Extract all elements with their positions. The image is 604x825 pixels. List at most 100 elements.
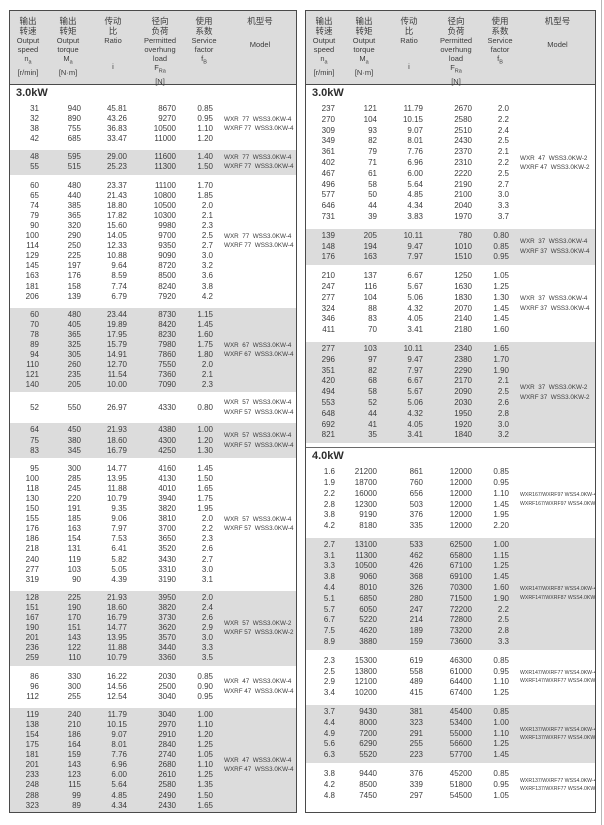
- cell-load: 11000: [154, 134, 176, 144]
- cell-torque: 385: [67, 200, 81, 210]
- cell-load: 3310: [158, 564, 176, 574]
- cell-factor: 2.0: [201, 592, 213, 602]
- cell-load: 7360: [158, 370, 176, 380]
- header-col-model: 机型号 Model: [520, 11, 595, 86]
- cell-factor: 1.10: [493, 488, 509, 498]
- cell-ratio: 189: [409, 626, 423, 636]
- cell-ratio: 339: [409, 779, 423, 789]
- cell-ratio: 10.79: [106, 653, 127, 663]
- cell-factor: 2.3: [201, 220, 213, 230]
- cell-speed: 247: [321, 281, 335, 291]
- table-row: 2.2 16000 656 12000 1.10: [306, 489, 520, 500]
- table-row: 248 115 5.64 2580 1.35: [10, 780, 224, 790]
- cell-speed: 4.2: [323, 779, 335, 789]
- table-row: 3.7 9430 381 45400 0.85: [306, 707, 520, 718]
- table-row: 3.8 9440 376 45200 0.85: [306, 769, 520, 780]
- table-row: 277 104 5.06 1830 1.30: [306, 293, 520, 304]
- cell-load: 2340: [454, 343, 472, 353]
- header-col-service-factor: 使用 系数 Service factor fB: [184, 11, 224, 86]
- cell-load: 71500: [449, 593, 472, 603]
- cell-ratio: 18.60: [106, 435, 127, 445]
- cell-speed: 692: [321, 419, 335, 429]
- cell-ratio: 326: [409, 583, 423, 593]
- cell-torque: 480: [67, 309, 81, 319]
- cell-speed: 32: [30, 114, 39, 124]
- cell-load: 2100: [454, 190, 472, 200]
- cell-ratio: 760: [409, 477, 423, 487]
- cell-ratio: 9.07: [407, 125, 423, 135]
- cell-factor: 1.60: [197, 329, 213, 339]
- cell-factor: 1.00: [197, 709, 213, 719]
- cell-load: 2580: [158, 780, 176, 790]
- cell-torque: 194: [363, 241, 377, 251]
- cell-load: 3430: [158, 554, 176, 564]
- cell-factor: 3.3: [497, 637, 509, 647]
- cell-ratio: 29.00: [106, 152, 127, 162]
- cell-torque: 154: [67, 534, 81, 544]
- group-rows: 210 137 6.67 1250 1.05 247 116 5.67 1630 1.25 277 1…: [306, 271, 520, 336]
- header-zh: 传动: [104, 16, 122, 26]
- table-row: 233 123 6.00 2610 1.25: [10, 770, 224, 780]
- table-row: 206 139 6.79 7920 4.2: [10, 292, 224, 302]
- table-row: 5.7 6050 247 72200 2.2: [306, 605, 520, 616]
- cell-speed: 206: [25, 291, 39, 301]
- cell-load: 3950: [158, 592, 176, 602]
- cell-torque: 186: [67, 729, 81, 739]
- cell-ratio: 5.06: [407, 397, 423, 407]
- cell-torque: 143: [67, 760, 81, 770]
- cell-speed: 100: [25, 231, 39, 241]
- header-zh: 输出: [19, 16, 37, 26]
- cell-ratio: 15.79: [106, 339, 127, 349]
- cell-speed: 1.9: [323, 477, 335, 487]
- cell-torque: 9190: [359, 510, 377, 520]
- model-label: WXR 37 WSS3.0KW-4 WXRF 37 WSS3.0KW-4: [520, 294, 595, 313]
- cell-speed: 577: [321, 190, 335, 200]
- spec-group: 60 480 23.37 11100 1.70 65 440 21.43 10800 1.85 74…: [10, 179, 296, 304]
- header-en: Permitted: [439, 36, 473, 45]
- cell-speed: 236: [25, 643, 39, 653]
- cell-factor: 0.85: [197, 104, 213, 113]
- spec-table-right: 输出 转速 Output speed na [r/min] 输出 转矩 Outp…: [305, 10, 596, 813]
- table-row: 139 205 10.11 780 0.80: [306, 231, 520, 242]
- cell-torque: 89: [72, 800, 81, 810]
- table-row: 83 345 16.79 4250 1.30: [10, 446, 224, 456]
- header-col-output-speed: 输出 转速 Output speed na [r/min]: [306, 11, 342, 86]
- table-row: 167 170 16.79 3730 2.6: [10, 613, 224, 623]
- cell-load: 46300: [449, 655, 472, 665]
- cell-ratio: 4.32: [407, 303, 423, 313]
- model-line: WXR 57 WSS3.0KW-4: [224, 399, 292, 407]
- table-row: 577 50 4.85 2100 3.0: [306, 190, 520, 201]
- cell-load: 12000: [449, 477, 472, 487]
- cell-torque: 39: [368, 211, 377, 221]
- header-symbol: Ma: [63, 54, 73, 66]
- cell-ratio: 9.07: [111, 729, 127, 739]
- table-row: 86 330 16.22 2030 0.85: [10, 672, 224, 682]
- model-label: WXR 57 WSS3.0KW-2 WXRF 57 WSS3.0KW-2: [224, 619, 296, 638]
- cell-ratio: 6.00: [407, 168, 423, 178]
- cell-speed: 4.9: [323, 728, 335, 738]
- cell-factor: 1.90: [493, 593, 509, 603]
- table-row: 324 88 4.32 2070 1.45: [306, 304, 520, 315]
- cell-speed: 100: [25, 473, 39, 483]
- table-row: 4.2 8500 339 51800 0.95: [306, 780, 520, 791]
- cell-ratio: 43.26: [106, 114, 127, 124]
- cell-load: 2030: [158, 671, 176, 681]
- cell-torque: 290: [67, 231, 81, 241]
- cell-ratio: 9.35: [111, 504, 127, 514]
- table-body: 3.0kW 237 121 11.79 2670 2.0 270 104 10.15 2580 2.…: [306, 85, 595, 803]
- cell-factor: 1.85: [184, 811, 224, 812]
- cell-ratio: 26.97: [106, 402, 127, 412]
- cell-load: 2090: [454, 387, 472, 397]
- cell-factor: 0.85: [493, 241, 509, 251]
- cell-ratio: 5.64: [407, 179, 423, 189]
- cell-factor: 2.6: [201, 544, 213, 554]
- cell-torque: 440: [67, 190, 81, 200]
- header-zh: 输出: [315, 16, 333, 26]
- table-row: 411 70 3.41 2180 1.60: [306, 325, 520, 336]
- cell-load: 72800: [449, 615, 472, 625]
- cell-ratio: 10.88: [106, 251, 127, 261]
- cell-factor: 1.35: [197, 780, 213, 790]
- table-row: 95 300 14.77 4160 1.45: [10, 464, 224, 474]
- table-row: 2.7 13100 533 62500 1.00: [306, 540, 520, 551]
- cell-torque: 41: [368, 419, 377, 429]
